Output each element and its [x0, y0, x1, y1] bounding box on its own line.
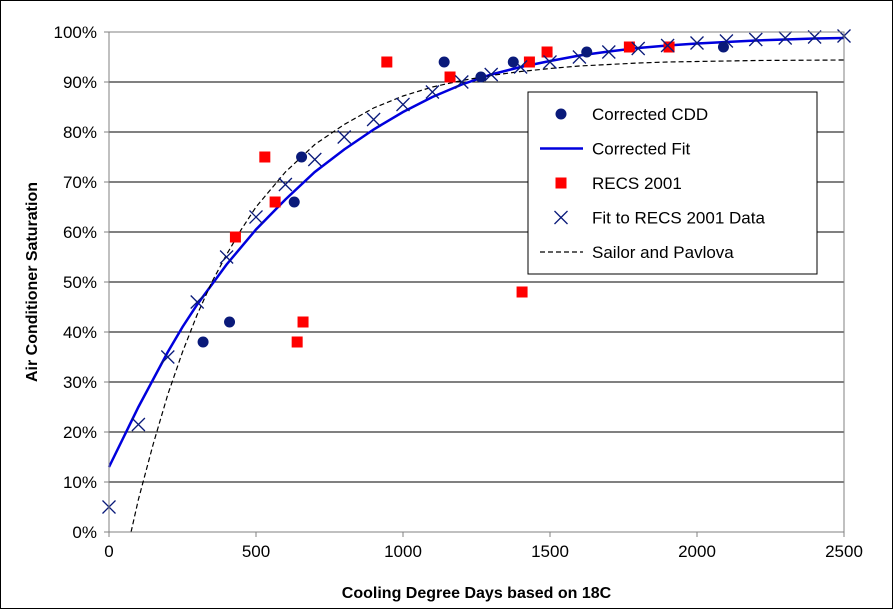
y-tick-label: 80%: [63, 123, 97, 142]
point-fit-to-recs-2001-data: [249, 210, 263, 224]
point-corrected-cdd: [288, 196, 300, 208]
y-tick-label: 20%: [63, 423, 97, 442]
point-fit-to-recs-2001-data: [396, 97, 410, 112]
y-axis-title: Air Conditioner Saturation: [24, 182, 41, 382]
point-recs-2001: [381, 56, 393, 68]
y-tick-label: 100%: [54, 23, 97, 42]
y-tick-label: 0%: [72, 523, 97, 542]
point-fit-to-recs-2001-data: [660, 38, 675, 53]
y-tick-label: 10%: [63, 473, 97, 492]
point-fit-to-recs-2001-data: [778, 31, 793, 45]
point-fit-to-recs-2001-data: [484, 67, 499, 82]
point-fit-to-recs-2001-data: [513, 60, 528, 74]
point-recs-2001: [259, 151, 271, 163]
point-fit-to-recs-2001-data: [337, 130, 352, 144]
point-fit-to-recs-2001-data: [425, 85, 440, 99]
point-fit-to-recs-2001-data: [307, 152, 322, 167]
point-fit-to-recs-2001-data: [454, 75, 469, 89]
point-corrected-cdd: [224, 316, 236, 328]
legend-label-fit-to-recs-2001-data: Fit to RECS 2001 Data: [592, 209, 765, 228]
point-fit-to-recs-2001-data: [131, 417, 146, 432]
point-corrected-cdd: [197, 336, 209, 348]
point-fit-to-recs-2001-data: [190, 295, 205, 309]
x-tick-label: 0: [104, 542, 113, 561]
point-fit-to-recs-2001-data: [219, 250, 234, 264]
point-corrected-cdd: [475, 71, 487, 83]
x-tick-label: 1500: [531, 542, 569, 561]
legend-box: [527, 91, 818, 275]
point-corrected-cdd: [581, 46, 593, 58]
x-axis-title: Cooling Degree Days based on 18C: [342, 585, 612, 602]
legend-swatch-fit-to-recs-2001-data: [554, 210, 568, 225]
x-tick-label: 1000: [384, 542, 422, 561]
legend-label-sailor-and-pavlova: Sailor and Pavlova: [592, 243, 734, 262]
y-tick-label: 90%: [63, 73, 97, 92]
x-tick-label: 2000: [678, 542, 716, 561]
legend-swatch-recs-2001: [555, 177, 567, 189]
point-recs-2001: [229, 231, 241, 243]
point-recs-2001: [444, 71, 456, 83]
point-fit-to-recs-2001-data: [690, 36, 704, 50]
point-recs-2001: [623, 41, 635, 53]
point-fit-to-recs-2001-data: [366, 112, 381, 127]
y-tick-label: 70%: [63, 173, 97, 192]
y-tick-label: 40%: [63, 323, 97, 342]
point-recs-2001: [269, 196, 281, 208]
point-corrected-cdd: [717, 41, 729, 53]
point-corrected-cdd: [507, 56, 519, 68]
point-corrected-cdd: [438, 56, 450, 68]
point-fit-to-recs-2001-data: [719, 34, 734, 48]
point-fit-to-recs-2001-data: [631, 41, 646, 56]
point-fit-to-recs-2001-data: [807, 30, 822, 44]
point-fit-to-recs-2001-data: [572, 50, 587, 64]
y-tick-label: 50%: [63, 273, 97, 292]
legend-label-recs-2001: RECS 2001: [592, 174, 682, 193]
series-line-sailor-and-pavlova: [130, 59, 845, 533]
point-recs-2001: [297, 316, 309, 328]
point-fit-to-recs-2001-data: [601, 45, 616, 59]
y-tick-label: 60%: [63, 223, 97, 242]
x-tick-label: 500: [242, 542, 270, 561]
point-recs-2001: [523, 56, 535, 68]
point-recs-2001: [541, 46, 553, 58]
point-fit-to-recs-2001-data: [160, 350, 175, 364]
point-recs-2001: [291, 336, 303, 348]
point-fit-to-recs-2001-data: [748, 32, 763, 47]
legend-swatch-corrected-cdd: [555, 108, 567, 120]
y-tick-label: 30%: [63, 373, 97, 392]
axes: 0% 10% 20% 30% 40% 50% 60% 70% 80% 90% 100% 0 500 100…: [54, 23, 863, 561]
legend-label-corrected-cdd: Corrected CDD: [592, 105, 708, 124]
point-corrected-cdd: [296, 151, 308, 163]
point-fit-to-recs-2001-data: [278, 177, 293, 192]
point-fit-to-recs-2001-data: [543, 55, 557, 69]
legend: Corrected CDD Corrected Fit RECS 2001 Fit t…: [527, 91, 818, 275]
plot-series: [102, 29, 851, 533]
point-recs-2001: [516, 286, 528, 298]
x-tick-label: 2500: [825, 542, 863, 561]
series-line-corrected-fit: [107, 36, 845, 468]
legend-label-corrected-fit: Corrected Fit: [592, 140, 691, 159]
